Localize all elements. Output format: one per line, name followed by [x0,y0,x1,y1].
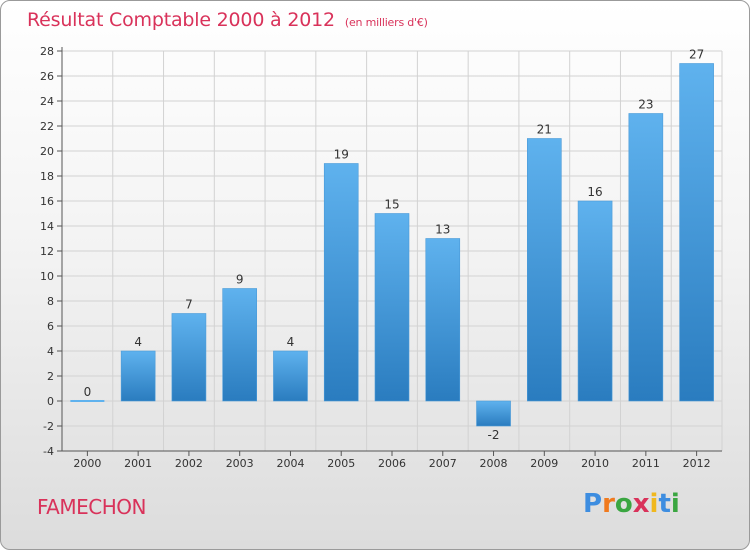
proxiti-logo: Proxiti [583,489,680,519]
x-tick-label-2003: 2003 [226,457,254,470]
y-tick-label: 28 [40,45,54,58]
y-tick-label: 10 [40,270,54,283]
chart-title: Résultat Comptable 2000 à 2012 (en millie… [27,9,428,31]
value-label-2006: 15 [384,198,399,212]
x-tick-label-2001: 2001 [124,457,152,470]
x-tick-label-2002: 2002 [175,457,203,470]
value-label-2008: -2 [488,428,500,442]
value-label-2002: 7 [185,298,193,312]
bar-2011 [628,113,664,402]
x-tick-label-2006: 2006 [378,457,406,470]
logo-letter: P [583,489,603,519]
title-text: Résultat Comptable 2000 à 2012 [27,9,335,31]
bar-2007 [425,238,461,402]
value-label-2003: 9 [236,273,244,287]
y-tick-label: -2 [43,420,54,433]
x-tick-label-2010: 2010 [581,457,609,470]
y-tick-label: 6 [47,320,54,333]
logo-letter: r [602,489,615,519]
x-tick-label-2000: 2000 [73,457,101,470]
title-unit: (en milliers d'€) [344,16,428,29]
value-label-2001: 4 [134,335,142,349]
logo-letter: x [632,489,650,519]
x-tick-label-2009: 2009 [530,457,558,470]
x-tick-label-2008: 2008 [480,457,508,470]
x-tick-label-2005: 2005 [327,457,355,470]
logo-letter: i [670,489,680,519]
y-tick-label: -4 [43,445,54,458]
value-label-2000: 0 [84,385,92,399]
value-label-2010: 16 [587,185,602,199]
value-label-2007: 13 [435,223,450,237]
x-tick-label-2011: 2011 [632,457,660,470]
value-label-2011: 23 [638,98,653,112]
y-tick-label: 8 [47,295,54,308]
y-tick-label: 22 [40,120,54,133]
bar-2006 [374,213,410,402]
bar-2008 [476,400,511,427]
bar-2012 [679,63,714,402]
bar-2009 [527,138,562,402]
y-tick-label: 24 [40,95,54,108]
bar-2001 [120,350,156,402]
x-tick-label-2012: 2012 [683,457,711,470]
bar-2005 [323,163,359,402]
value-label-2005: 19 [334,148,349,162]
y-tick-label: 16 [40,195,54,208]
logo-letter: i [649,489,659,519]
y-tick-label: 2 [47,370,54,383]
y-tick-label: 26 [40,70,54,83]
x-tick-label-2004: 2004 [276,457,304,470]
logo-letter: t [658,489,671,519]
bar-2002 [171,313,207,402]
y-tick-label: 14 [40,220,54,233]
value-label-2012: 27 [689,48,704,62]
commune-name: FAMECHON [37,495,146,519]
bar-2003 [222,288,257,402]
value-label-2009: 21 [537,123,552,137]
y-tick-label: 20 [40,145,54,158]
bar-2004 [273,350,308,402]
logo-letter: o [614,489,633,519]
x-tick-label-2007: 2007 [429,457,457,470]
y-tick-label: 12 [40,245,54,258]
value-label-2004: 4 [287,335,295,349]
y-tick-label: 0 [47,395,54,408]
y-tick-label: 4 [47,345,54,358]
bar-2010 [577,200,613,402]
y-tick-label: 18 [40,170,54,183]
